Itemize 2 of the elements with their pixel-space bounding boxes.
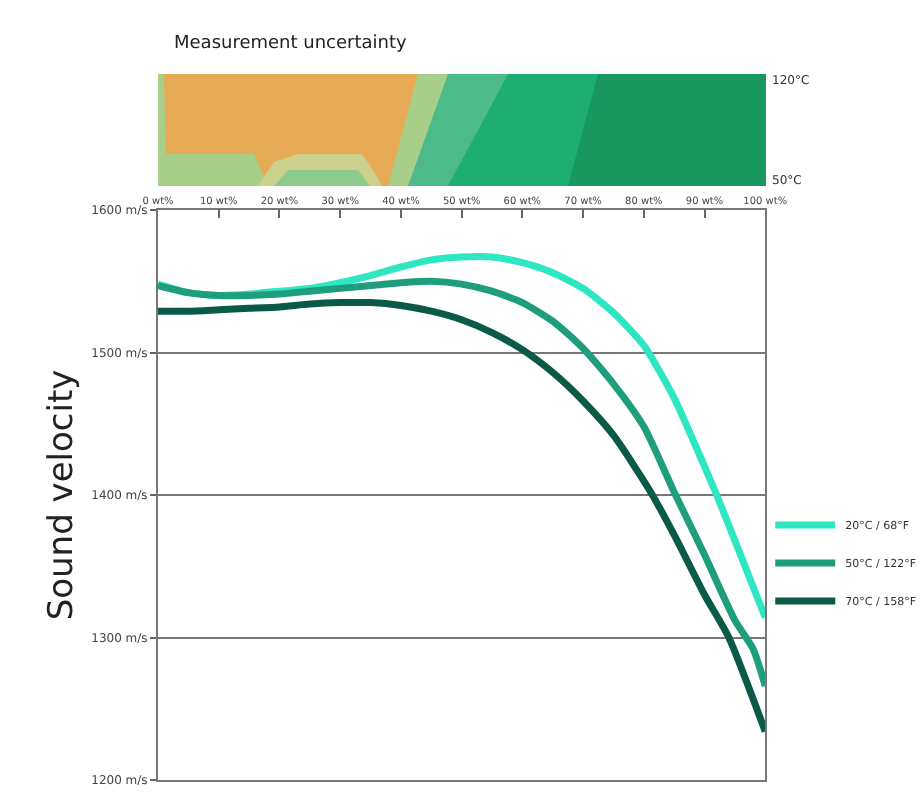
y-axis-title: Sound velocity (42, 369, 83, 621)
text: Measurement uncertainty (174, 34, 409, 54)
